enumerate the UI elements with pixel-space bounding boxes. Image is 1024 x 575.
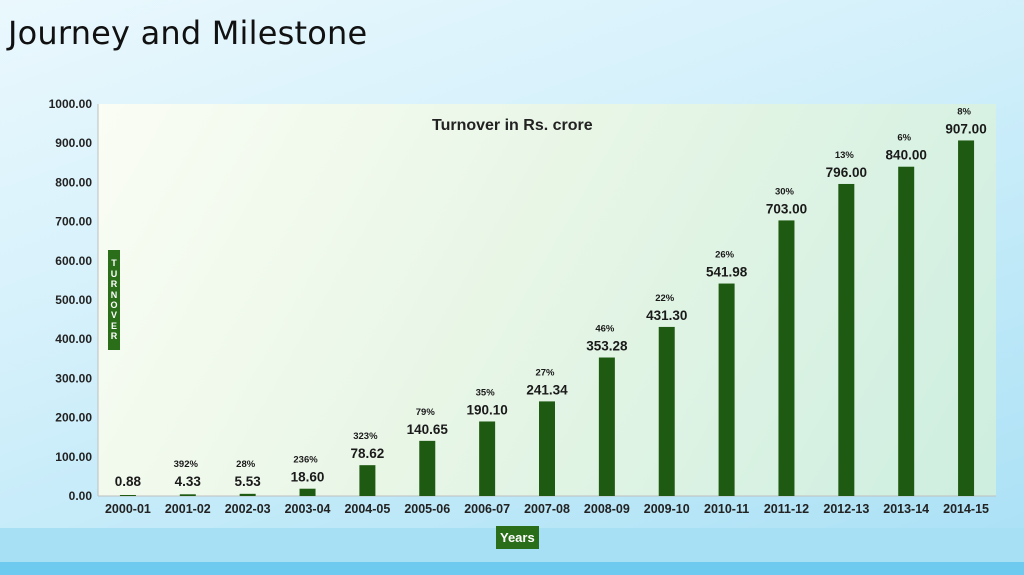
x-tick-label: 2003-04	[285, 502, 331, 516]
y-tick-label: 700.00	[55, 215, 92, 229]
growth-label: 6%	[897, 133, 911, 144]
y-axis-label-letter: N	[110, 289, 118, 300]
value-label: 4.33	[175, 474, 202, 489]
growth-label: 79%	[416, 407, 436, 418]
x-tick-label: 2014-15	[943, 502, 989, 516]
growth-label: 236%	[293, 455, 318, 466]
value-label: 18.60	[291, 470, 325, 485]
bar-2013-14	[898, 166, 915, 496]
y-axis-label-letter: T	[111, 258, 117, 269]
value-label: 5.53	[235, 474, 262, 489]
slide-title: Journey and Milestone	[8, 14, 368, 52]
bar-2012-13	[838, 183, 855, 496]
y-tick-label: 900.00	[55, 136, 92, 150]
value-label: 431.30	[646, 308, 687, 323]
y-tick-label: 0.00	[69, 489, 93, 503]
bar-2008-09	[598, 357, 615, 496]
bar-2014-15	[958, 140, 975, 496]
value-label: 78.62	[351, 446, 385, 461]
growth-label: 392%	[174, 459, 199, 470]
y-axis-label-letter: R	[110, 331, 118, 342]
value-label: 0.88	[115, 474, 142, 489]
y-axis-label-letter: O	[110, 300, 118, 310]
y-tick-label: 300.00	[55, 371, 92, 385]
x-axis-label: Years	[496, 526, 539, 549]
x-tick-label: 2007-08	[524, 502, 570, 516]
bar-2005-06	[419, 440, 436, 496]
value-label: 796.00	[826, 165, 867, 180]
y-tick-label: 100.00	[55, 450, 92, 464]
y-axis-label-letter: U	[110, 268, 118, 279]
y-axis-label-letter: V	[110, 310, 117, 321]
bar-2006-07	[479, 421, 496, 496]
y-axis-label-letter: E	[110, 320, 117, 331]
y-tick-label: 500.00	[55, 293, 92, 307]
growth-label: 26%	[715, 250, 735, 261]
bar-2000-01	[119, 495, 136, 496]
x-tick-label: 2011-12	[764, 502, 809, 516]
growth-label: 46%	[595, 324, 615, 335]
bottom-strip	[0, 562, 1024, 575]
y-tick-label: 600.00	[55, 254, 92, 268]
bar-2009-10	[658, 326, 675, 496]
value-label: 703.00	[766, 201, 807, 216]
x-tick-label: 2010-11	[704, 502, 749, 516]
value-label: 241.34	[526, 382, 568, 397]
growth-label: 13%	[835, 150, 855, 161]
x-tick-label: 2002-03	[225, 502, 271, 516]
value-label: 541.98	[706, 265, 748, 280]
y-tick-label: 1000.00	[49, 97, 93, 111]
bar-2004-05	[359, 465, 376, 496]
growth-label: 35%	[476, 387, 496, 398]
y-tick-label: 800.00	[55, 175, 92, 189]
growth-label: 27%	[535, 367, 555, 378]
value-label: 907.00	[945, 121, 986, 136]
x-tick-label: 2009-10	[644, 502, 690, 516]
bar-2010-11	[718, 283, 735, 496]
growth-label: 323%	[353, 431, 378, 442]
x-tick-label: 2005-06	[404, 502, 450, 516]
y-tick-label: 400.00	[55, 332, 92, 346]
x-tick-label: 2013-14	[883, 502, 929, 516]
x-tick-label: 2008-09	[584, 502, 630, 516]
value-label: 840.00	[886, 148, 927, 163]
bar-2002-03	[239, 493, 256, 496]
value-label: 353.28	[586, 339, 628, 354]
x-tick-label: 2012-13	[823, 502, 869, 516]
bar-2001-02	[179, 494, 196, 496]
x-tick-label: 2000-01	[105, 502, 151, 516]
growth-label: 30%	[775, 186, 795, 197]
x-tick-label: 2001-02	[165, 502, 211, 516]
y-tick-label: 200.00	[55, 411, 92, 425]
y-axis-label-letter: R	[110, 279, 118, 290]
chart-title: Turnover in Rs. crore	[432, 117, 593, 134]
bar-2011-12	[778, 220, 795, 496]
bar-2003-04	[299, 488, 316, 496]
bar-2007-08	[539, 401, 555, 496]
value-label: 140.65	[407, 422, 449, 437]
growth-label: 22%	[655, 293, 675, 304]
x-tick-label: 2004-05	[344, 502, 390, 516]
growth-label: 28%	[236, 459, 256, 470]
x-tick-label: 2006-07	[464, 502, 510, 516]
value-label: 190.10	[466, 402, 507, 417]
growth-label: 8%	[957, 106, 971, 117]
